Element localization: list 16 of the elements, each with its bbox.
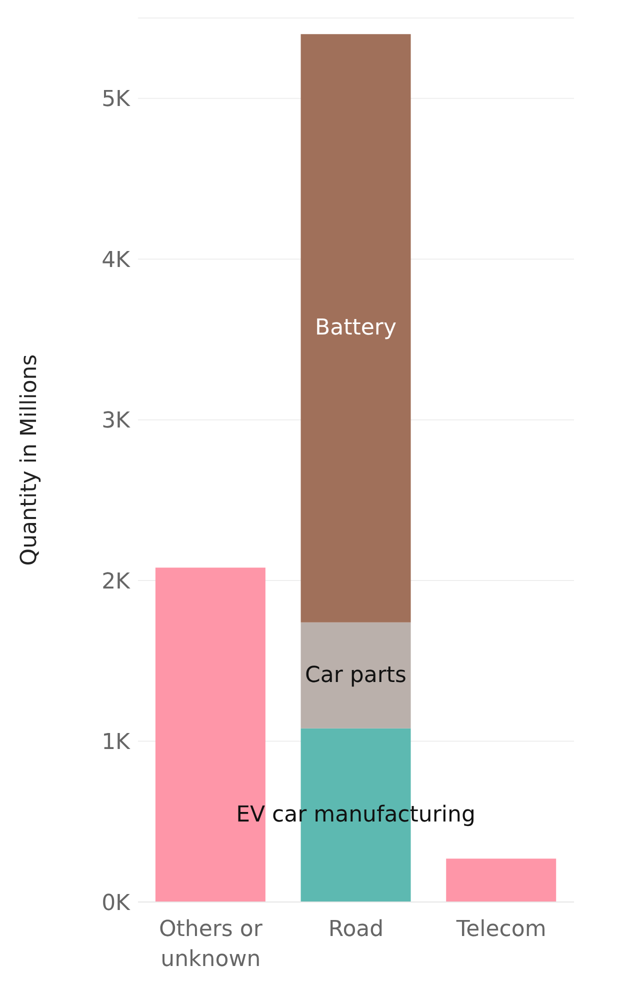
series-label: Car parts [305, 662, 407, 688]
bar [446, 858, 556, 902]
y-tick-label: 3K [102, 408, 131, 434]
x-tick-label: Road [328, 917, 384, 942]
bar [155, 568, 266, 902]
y-tick-label: 4K [102, 248, 131, 273]
y-tick-label: 1K [102, 730, 131, 756]
bar [300, 34, 411, 622]
x-tick-label: Telecom [455, 917, 546, 942]
y-tick-label: 0K [102, 890, 131, 916]
bar [300, 622, 411, 728]
y-tick-label: 2K [102, 569, 131, 594]
y-tick-label: 5K [102, 87, 131, 112]
y-axis-title: Quantity in Millions [16, 354, 42, 566]
series-label: Battery [315, 316, 396, 341]
x-tick-label: Others or unknown [158, 917, 264, 972]
